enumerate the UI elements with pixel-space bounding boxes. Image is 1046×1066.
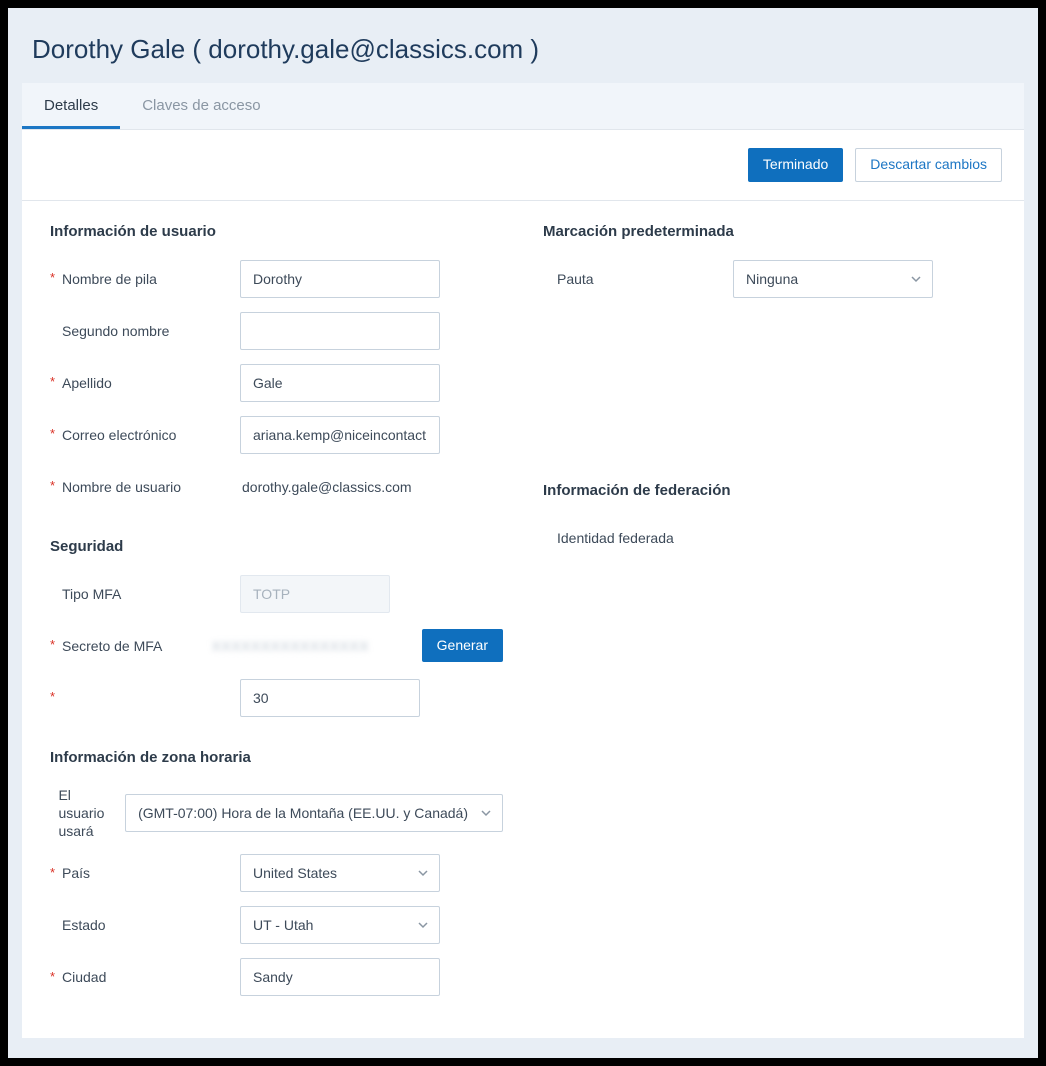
row-country: * País United States — [50, 854, 503, 892]
tab-access-keys[interactable]: Claves de acceso — [120, 83, 282, 129]
federated-identity-label: Identidad federada — [557, 529, 674, 547]
middle-name-input[interactable] — [240, 312, 440, 350]
page-title: Dorothy Gale ( dorothy.gale@classics.com… — [32, 34, 1014, 65]
required-indicator: * — [50, 637, 58, 654]
first-name-label: Nombre de pila — [62, 270, 157, 288]
required-indicator: * — [50, 969, 58, 986]
chevron-down-icon — [910, 273, 922, 285]
required-indicator: * — [50, 270, 58, 287]
done-button[interactable]: Terminado — [748, 148, 843, 182]
row-federated-identity: Identidad federada — [543, 519, 996, 557]
left-column: Información de usuario * Nombre de pila … — [50, 223, 503, 1011]
mfa-type-value: TOTP — [240, 575, 390, 613]
chevron-down-icon — [417, 867, 429, 879]
state-select[interactable]: UT - Utah — [240, 906, 440, 944]
card: Detalles Claves de acceso Terminado Desc… — [22, 83, 1024, 1038]
email-label: Correo electrónico — [62, 426, 176, 444]
row-mfa-type: Tipo MFA TOTP — [50, 575, 503, 613]
row-pattern: Pauta Ninguna — [543, 260, 996, 298]
tab-details[interactable]: Detalles — [22, 83, 120, 129]
section-default-dialing: Marcación predeterminada — [543, 223, 996, 240]
row-username: * Nombre de usuario dorothy.gale@classic… — [50, 468, 503, 506]
discard-button[interactable]: Descartar cambios — [855, 148, 1002, 182]
mfa-interval-input[interactable] — [240, 679, 420, 717]
section-security: Seguridad — [50, 538, 503, 555]
right-column: Marcación predeterminada Pauta Ninguna — [543, 223, 996, 1011]
username-value: dorothy.gale@classics.com — [240, 479, 414, 495]
country-select-label: United States — [253, 865, 405, 881]
mfa-secret-input[interactable]: XXXXXXXXXXXXXXXX — [212, 638, 412, 654]
user-will-use-label: El usuario usará — [58, 786, 115, 841]
required-indicator: * — [50, 478, 58, 495]
section-timezone: Información de zona horaria — [50, 749, 503, 766]
middle-name-label: Segundo nombre — [62, 322, 169, 340]
row-last-name: * Apellido — [50, 364, 503, 402]
row-user-will-use: El usuario usará (GMT-07:00) Hora de la … — [50, 786, 503, 841]
content: Información de usuario * Nombre de pila … — [22, 201, 1024, 1039]
last-name-input[interactable] — [240, 364, 440, 402]
generate-button[interactable]: Generar — [422, 629, 503, 663]
mfa-type-label: Tipo MFA — [62, 585, 121, 603]
required-indicator: * — [50, 374, 58, 391]
row-state: Estado UT - Utah — [50, 906, 503, 944]
chevron-down-icon — [417, 919, 429, 931]
row-middle-name: Segundo nombre — [50, 312, 503, 350]
row-email: * Correo electrónico — [50, 416, 503, 454]
pattern-select-label: Ninguna — [746, 271, 898, 287]
chevron-down-icon — [480, 807, 492, 819]
timezone-select[interactable]: (GMT-07:00) Hora de la Montaña (EE.UU. y… — [125, 794, 503, 832]
section-user-info: Información de usuario — [50, 223, 503, 240]
timezone-select-label: (GMT-07:00) Hora de la Montaña (EE.UU. y… — [138, 805, 468, 821]
mfa-secret-label: Secreto de MFA — [62, 637, 162, 655]
row-mfa-secret: * Secreto de MFA XXXXXXXXXXXXXXXX Genera… — [50, 627, 503, 665]
row-first-name: * Nombre de pila — [50, 260, 503, 298]
city-label: Ciudad — [62, 968, 106, 986]
country-select[interactable]: United States — [240, 854, 440, 892]
city-input[interactable] — [240, 958, 440, 996]
tab-bar: Detalles Claves de acceso — [22, 83, 1024, 130]
mfa-secret-value: XXXXXXXXXXXXXXXX — [212, 638, 369, 654]
pattern-label: Pauta — [557, 270, 594, 288]
toolbar: Terminado Descartar cambios — [22, 130, 1024, 201]
required-indicator: * — [50, 689, 58, 706]
required-indicator: * — [50, 426, 58, 443]
last-name-label: Apellido — [62, 374, 112, 392]
pattern-select[interactable]: Ninguna — [733, 260, 933, 298]
row-mfa-interval: * — [50, 679, 503, 717]
section-federation: Información de federación — [543, 482, 996, 499]
username-label: Nombre de usuario — [62, 478, 181, 496]
email-input[interactable] — [240, 416, 440, 454]
first-name-input[interactable] — [240, 260, 440, 298]
state-label: Estado — [62, 916, 106, 934]
row-city: * Ciudad — [50, 958, 503, 996]
state-select-label: UT - Utah — [253, 917, 405, 933]
country-label: País — [62, 864, 90, 882]
required-indicator: * — [50, 865, 58, 882]
